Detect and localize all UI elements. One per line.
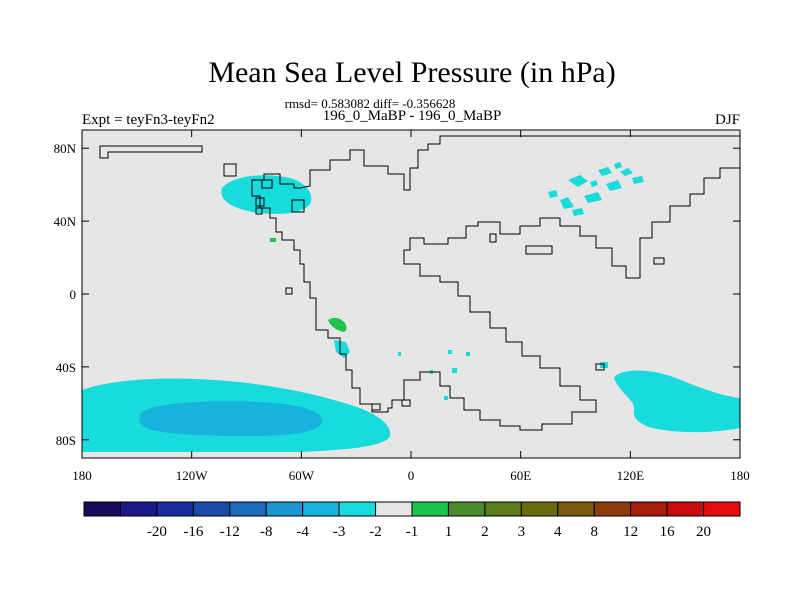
colorbar-label: -8	[260, 524, 273, 540]
colorbar-swatch	[666, 501, 705, 517]
colorbar-swatch	[630, 501, 668, 517]
positive-regions	[270, 238, 347, 332]
colorbar-label: -3	[333, 524, 346, 540]
colorbar-swatch	[119, 501, 158, 517]
x-tick-label: 0	[408, 468, 415, 483]
right-label: DJF	[715, 112, 740, 128]
y-tick-label: 40N	[54, 214, 77, 229]
left-label: Expt = teyFn3-teyFn2	[82, 112, 215, 128]
colorbar-label: 2	[481, 524, 489, 540]
x-tick-label: 120E	[617, 468, 645, 483]
colorbar-swatch	[83, 501, 121, 517]
colorbar-label: -12	[220, 524, 240, 540]
colorbar-label: 16	[660, 524, 676, 540]
x-tick-label: 60E	[510, 468, 531, 483]
y-axis: 80N 40N 0 40S 80S	[54, 141, 740, 448]
north-pacific-neg	[221, 175, 312, 214]
colorbar-swatch	[520, 501, 559, 517]
center-label: 196_0_MaBP - 196_0_MaBP	[323, 108, 502, 124]
chart-title: Mean Sea Level Pressure (in hPa)	[208, 56, 615, 89]
colorbar-swatch	[229, 501, 267, 517]
colorbar-swatch	[484, 501, 522, 517]
x-tick-label: 60W	[289, 468, 315, 483]
colorbar-label: 20	[696, 524, 711, 540]
colorbar-label: 3	[518, 524, 526, 540]
y-tick-label: 0	[70, 287, 77, 302]
colorbar-label: -4	[296, 524, 309, 540]
colorbar-label: 8	[590, 524, 598, 540]
central-asia-neg	[548, 162, 644, 216]
colorbar-swatch	[557, 501, 595, 517]
y-tick-label: 40S	[56, 360, 76, 375]
colorbar-swatch	[411, 501, 449, 517]
colorbar-label: -1	[406, 524, 419, 540]
colorbar-swatch	[447, 501, 486, 517]
colorbar-label: -2	[369, 524, 382, 540]
y-tick-label: 80N	[54, 141, 77, 156]
colorbar-label: -20	[147, 524, 167, 540]
coastlines	[99, 135, 741, 431]
colorbar-label: -16	[183, 524, 203, 540]
colorbar-swatch	[302, 501, 340, 517]
colorbar-label: 12	[623, 524, 638, 540]
x-tick-label: 120W	[176, 468, 209, 483]
colorbar-label: 1	[445, 524, 453, 540]
x-axis: 180 120W 60W 0 60E 120E 180	[72, 130, 750, 483]
x-tick-label: 180	[730, 468, 750, 483]
colorbar-swatch	[192, 501, 231, 517]
south-indian-neg	[614, 370, 740, 433]
colorbar-swatch	[703, 501, 741, 517]
southern-ocean-core	[139, 401, 323, 436]
y-tick-label: 80S	[56, 433, 76, 448]
stats-text: rmsd= 0.583082 diff= -0.356628	[285, 96, 456, 111]
colorbar: -20 -16 -12 -8 -4 -3 -2 -1 1 2 3 4 8 12 16 20	[83, 501, 741, 540]
colorbar-swatch	[156, 501, 194, 517]
colorbar-swatch	[375, 501, 413, 517]
colorbar-swatch	[265, 501, 304, 517]
anomaly-regions	[82, 162, 740, 452]
x-tick-label: 180	[72, 468, 92, 483]
colorbar-swatch	[593, 501, 632, 517]
colorbar-swatch	[338, 501, 377, 517]
colorbar-label: 4	[554, 524, 562, 540]
